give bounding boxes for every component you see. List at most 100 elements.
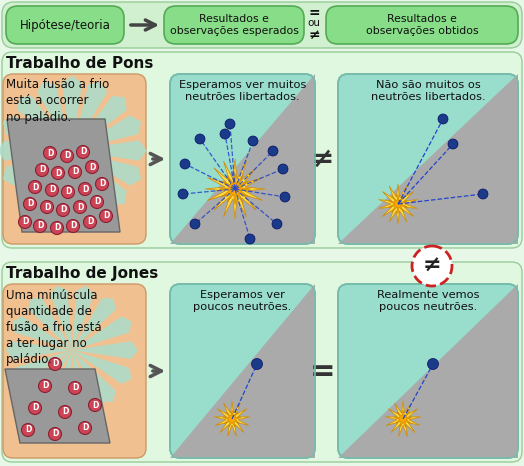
Polygon shape	[214, 401, 250, 437]
Circle shape	[248, 136, 258, 146]
Circle shape	[448, 139, 458, 149]
Text: D: D	[42, 382, 48, 391]
Polygon shape	[72, 151, 127, 205]
Polygon shape	[72, 341, 138, 359]
Polygon shape	[13, 316, 72, 350]
Polygon shape	[72, 316, 132, 350]
Text: D: D	[87, 218, 93, 226]
Text: D: D	[49, 185, 55, 194]
Polygon shape	[62, 75, 82, 151]
Circle shape	[49, 427, 61, 440]
Text: Trabalho de Jones: Trabalho de Jones	[6, 266, 158, 281]
FancyBboxPatch shape	[170, 74, 315, 244]
Text: D: D	[47, 149, 53, 158]
FancyBboxPatch shape	[2, 52, 522, 248]
Text: D: D	[89, 163, 95, 171]
Polygon shape	[13, 350, 72, 384]
Text: Realmente vemos
poucos neutrões.: Realmente vemos poucos neutrões.	[377, 290, 479, 312]
Circle shape	[438, 114, 448, 124]
FancyBboxPatch shape	[3, 284, 146, 458]
Text: Não são muitos os
neutrões libertados.: Não são muitos os neutrões libertados.	[370, 80, 485, 103]
Text: D: D	[82, 185, 88, 193]
FancyBboxPatch shape	[3, 74, 146, 244]
Text: D: D	[54, 224, 60, 233]
Circle shape	[28, 180, 41, 193]
Polygon shape	[72, 82, 107, 151]
Polygon shape	[72, 96, 127, 151]
Circle shape	[268, 146, 278, 156]
Circle shape	[89, 398, 102, 411]
FancyBboxPatch shape	[164, 6, 304, 44]
Text: Esperamos ver muitos
neutrões libertados.: Esperamos ver muitos neutrões libertados…	[179, 80, 306, 103]
Text: D: D	[64, 151, 70, 160]
Polygon shape	[378, 184, 418, 224]
Polygon shape	[37, 151, 72, 219]
Polygon shape	[50, 286, 72, 350]
Circle shape	[50, 221, 63, 234]
FancyBboxPatch shape	[170, 284, 315, 458]
FancyBboxPatch shape	[338, 284, 518, 458]
Polygon shape	[28, 350, 72, 402]
Circle shape	[73, 200, 86, 213]
Circle shape	[51, 166, 64, 179]
Circle shape	[28, 402, 41, 414]
Polygon shape	[223, 410, 241, 427]
Polygon shape	[17, 96, 72, 151]
Polygon shape	[5, 369, 110, 443]
Circle shape	[280, 192, 290, 202]
Polygon shape	[219, 173, 251, 205]
Text: D: D	[65, 187, 71, 197]
Polygon shape	[72, 298, 116, 350]
Text: D: D	[27, 199, 33, 208]
Circle shape	[180, 159, 190, 169]
Text: D: D	[60, 206, 66, 214]
FancyBboxPatch shape	[6, 6, 124, 44]
Circle shape	[272, 219, 282, 229]
Polygon shape	[388, 194, 408, 214]
Text: D: D	[94, 198, 100, 206]
Circle shape	[40, 200, 53, 213]
FancyBboxPatch shape	[326, 6, 518, 44]
Text: D: D	[92, 400, 98, 410]
Text: ≠: ≠	[311, 145, 335, 173]
Circle shape	[69, 382, 82, 395]
Circle shape	[36, 164, 49, 177]
Text: D: D	[62, 407, 68, 417]
Text: =: =	[308, 6, 320, 20]
Polygon shape	[72, 286, 94, 350]
Text: D: D	[72, 384, 78, 392]
Polygon shape	[338, 284, 518, 458]
Text: D: D	[52, 430, 58, 439]
Circle shape	[79, 183, 92, 196]
Circle shape	[95, 178, 108, 191]
Circle shape	[190, 219, 200, 229]
Text: D: D	[22, 218, 28, 226]
Polygon shape	[6, 341, 72, 359]
Text: Uma minúscula
quantidade de
fusão a frio está
a ter lugar no
paládio.: Uma minúscula quantidade de fusão a frio…	[6, 289, 102, 366]
Circle shape	[43, 146, 57, 159]
Text: ≠: ≠	[308, 28, 320, 42]
Circle shape	[100, 210, 113, 222]
Circle shape	[79, 422, 92, 434]
Text: D: D	[32, 404, 38, 412]
Polygon shape	[72, 140, 147, 161]
Circle shape	[46, 184, 59, 197]
Text: D: D	[39, 165, 45, 174]
Polygon shape	[170, 74, 315, 244]
Circle shape	[69, 165, 82, 178]
Text: ≠: ≠	[423, 256, 441, 276]
Polygon shape	[3, 116, 72, 151]
Text: D: D	[99, 179, 105, 189]
Circle shape	[252, 358, 263, 370]
Text: D: D	[44, 203, 50, 212]
FancyBboxPatch shape	[338, 74, 518, 244]
Text: =: =	[310, 356, 336, 385]
Circle shape	[61, 185, 74, 199]
Text: D: D	[52, 359, 58, 369]
Circle shape	[59, 405, 71, 418]
Circle shape	[428, 358, 439, 370]
Polygon shape	[72, 350, 94, 414]
Polygon shape	[72, 151, 141, 185]
Text: D: D	[82, 424, 88, 432]
Text: Resultados e
observações esperados: Resultados e observações esperados	[170, 14, 299, 36]
